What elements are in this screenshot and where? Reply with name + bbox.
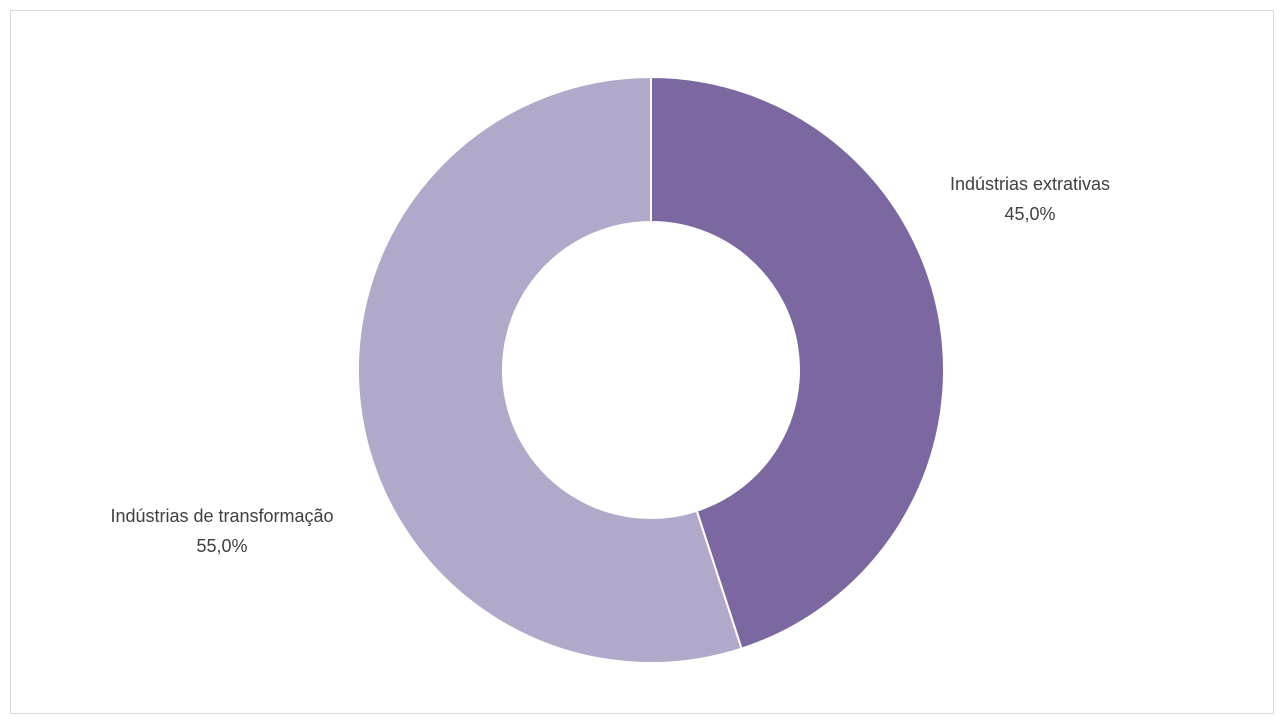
slice-label-transformacao: Indústrias de transformação [110, 506, 333, 526]
donut-slice-extrativas [650, 75, 945, 650]
donut-slices [357, 75, 945, 664]
slice-label-extrativas: Indústrias extrativas [950, 174, 1110, 194]
slice-value-transformacao: 55,0% [196, 536, 247, 556]
donut-slice-transformacao [357, 75, 743, 664]
slice-value-extrativas: 45,0% [1004, 204, 1055, 224]
